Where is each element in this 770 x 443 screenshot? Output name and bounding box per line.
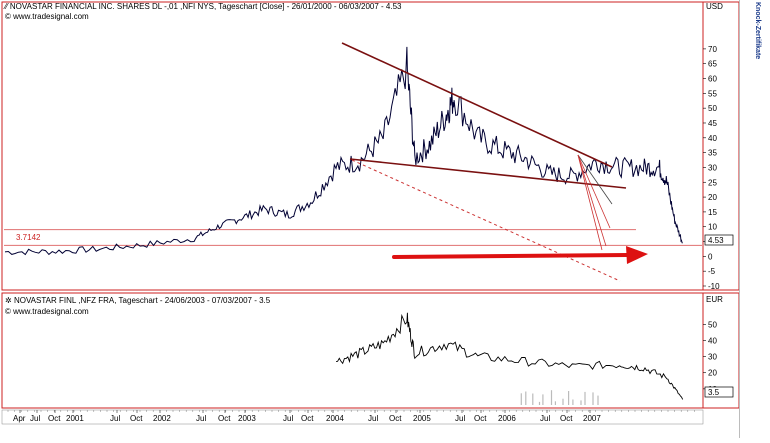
x-tick-label: Oct <box>389 414 402 423</box>
volume-bar <box>550 390 553 405</box>
top-chart-title: ⁄⁄ NOVASTAR FINANCIAL INC. SHARES DL -,0… <box>5 2 401 11</box>
bottom-title-text: NOVASTAR FINL ,NFZ FRA, Tageschart - 24/… <box>13 296 271 305</box>
volume-bar <box>542 394 544 405</box>
x-tick-label: Oct <box>130 414 143 423</box>
y-tick-label: 60 <box>708 75 717 84</box>
copyright-icon: © <box>5 12 14 21</box>
fan-line-4 <box>577 154 603 251</box>
side-banner-label: Knock-Zertifikate <box>754 2 761 60</box>
x-tick-label: Oct <box>474 414 487 423</box>
y-tick-label: 70 <box>708 45 717 54</box>
x-tick-label: Apr <box>13 414 26 423</box>
volume-bar <box>525 391 527 405</box>
chart-line-icon: ⁄⁄ <box>5 2 10 11</box>
x-tick-label: 2003 <box>238 414 256 423</box>
y-tick-label: 65 <box>708 60 717 69</box>
x-tick-label: 2001 <box>66 414 84 423</box>
x-tick-label: Oct <box>301 414 314 423</box>
x-tick-label: Jul <box>368 414 378 423</box>
x-tick-label: 2002 <box>153 414 171 423</box>
x-tick-label: Oct <box>560 414 573 423</box>
y-tick-label: 55 <box>708 89 717 98</box>
bottom-chart-title: ✲ NOVASTAR FINL ,NFZ FRA, Tageschart - 2… <box>5 296 270 305</box>
volume-bar <box>554 401 556 405</box>
y-tick-label: 20 <box>708 369 717 378</box>
y-tick-label: 30 <box>708 353 717 362</box>
y-tick-label: 15 <box>708 208 717 217</box>
volume-bar <box>584 391 586 405</box>
y-tick-label: 50 <box>708 104 717 113</box>
upper-trendline <box>341 42 613 168</box>
y-tick-label: -10 <box>708 282 720 291</box>
side-banner <box>739 0 770 438</box>
x-tick-label: 2006 <box>498 414 516 423</box>
x-tick-label: 2005 <box>413 414 431 423</box>
y-tick-label: -5 <box>708 267 716 276</box>
x-tick-label: Jul <box>540 414 550 423</box>
bottom-source: © www.tradesignal.com <box>5 307 89 316</box>
volume-bar <box>538 401 541 405</box>
volume-bar <box>568 391 570 405</box>
copyright-icon: © <box>5 307 14 316</box>
y-tick-label: 35 <box>708 149 717 158</box>
volume-bar <box>580 400 582 405</box>
lower-trendline <box>349 158 627 189</box>
red-arrow-shaft <box>392 253 630 259</box>
bottom-panel-frame <box>1 292 704 409</box>
x-tick-label: Jul <box>196 414 206 423</box>
last-value-bottom: 3.5 <box>708 388 720 397</box>
last-value-box-top <box>704 234 734 246</box>
support-level-label: 3.7142 <box>16 233 41 242</box>
volume-bar <box>532 393 534 405</box>
price-line-nfi <box>4 46 683 256</box>
y-tick-label: 40 <box>708 134 717 143</box>
x-axis: Apr Jul Oct 2001 Jul Oct 2002 Jul Oct 2003 Jul Oct 2… <box>7 410 695 423</box>
top-currency-label: USD <box>706 2 723 11</box>
y-tick-label: 20 <box>708 193 717 202</box>
volume-bar <box>520 393 522 405</box>
y-tick-label: 30 <box>708 163 717 172</box>
fan-line-1 <box>577 154 613 205</box>
y-tick-label: 45 <box>708 119 717 128</box>
x-tick-label: Jul <box>110 414 120 423</box>
fan-line-2 <box>577 154 611 229</box>
y-tick-label: 25 <box>708 178 717 187</box>
red-arrow-head <box>626 246 648 264</box>
bottom-currency-label: EUR <box>706 295 723 304</box>
y-tick-label: 40 <box>708 336 717 345</box>
fan-line-3 <box>577 154 607 247</box>
y-tick-label: 0 <box>708 252 713 261</box>
top-panel-frame <box>1 1 704 291</box>
last-value-box-bottom <box>704 386 734 398</box>
bottom-source-text: www.tradesignal.com <box>13 307 89 316</box>
volume-bar <box>597 395 599 405</box>
price-line-nfz <box>335 312 684 400</box>
x-tick-label: 2007 <box>583 414 601 423</box>
dashed-support-line <box>351 159 621 282</box>
volume-bar <box>562 398 564 405</box>
x-tick-label: Oct <box>48 414 61 423</box>
x-tick-label: Oct <box>218 414 231 423</box>
x-tick-label: Jul <box>455 414 465 423</box>
top-source: © www.tradesignal.com <box>5 12 89 21</box>
x-tick-label: 2004 <box>326 414 344 423</box>
x-tick-label: Jul <box>30 414 40 423</box>
y-tick-label: 10 <box>708 223 717 232</box>
x-axis-bar <box>1 409 704 425</box>
volume-bars <box>520 390 599 405</box>
volume-bar <box>572 399 574 405</box>
top-title-text: NOVASTAR FINANCIAL INC. SHARES DL -,01 ,… <box>9 2 402 11</box>
top-source-text: www.tradesignal.com <box>13 12 89 21</box>
x-tick-label: Jul <box>283 414 293 423</box>
last-value-top: 4.53 <box>708 236 724 245</box>
y-tick-label: 50 <box>708 320 717 329</box>
volume-bar <box>592 392 594 405</box>
gear-icon: ✲ <box>5 296 14 305</box>
